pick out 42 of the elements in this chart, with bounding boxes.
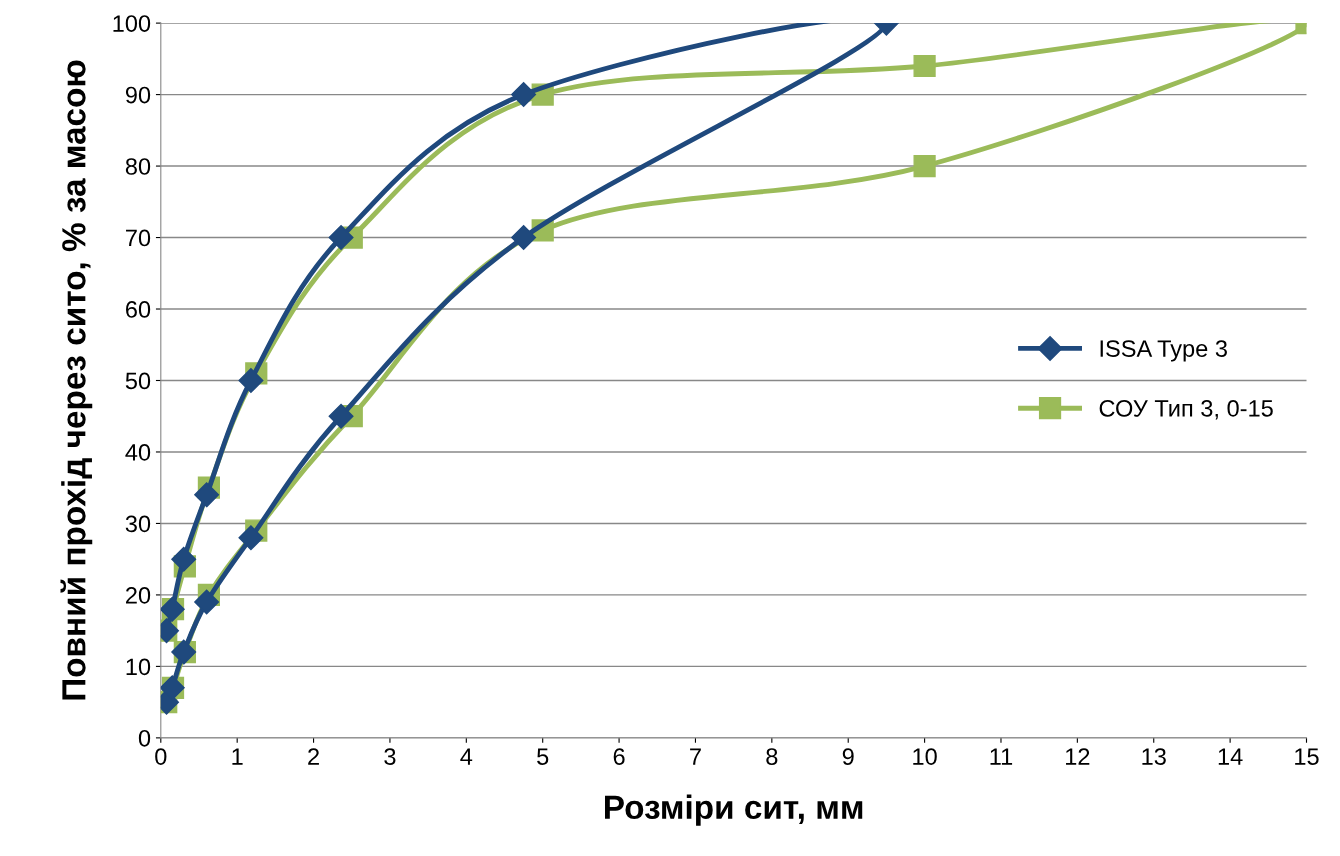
x-tick-label: 7 (690, 748, 701, 765)
x-tick-label: 1 (232, 748, 243, 765)
y-tick-label: 100 (113, 15, 151, 32)
x-tick-label: 10 (913, 748, 937, 765)
y-tick-label: 30 (125, 515, 151, 533)
x-tick-label: 13 (1142, 748, 1166, 765)
x-tick-label: 6 (613, 748, 625, 765)
point (913, 54, 936, 78)
y-tick-label: 50 (125, 372, 151, 390)
point (913, 154, 936, 178)
point (238, 368, 264, 393)
legend-label: ISSA Type 3 (1100, 340, 1227, 362)
x-tick-label: 9 (842, 748, 854, 765)
x-tick-label: 5 (537, 748, 549, 765)
x-tick-label: 14 (1218, 748, 1243, 765)
point (194, 589, 220, 615)
y-tick-label: 80 (125, 158, 151, 175)
legend-label: СОУ Тип 3, 0-15 (1099, 400, 1273, 420)
point (194, 482, 220, 508)
point (511, 82, 537, 108)
point (238, 525, 264, 551)
y-tick-label: 20 (126, 586, 151, 604)
y-tick-label: 40 (125, 444, 151, 461)
x-tick-label: 3 (384, 748, 396, 765)
x-tick-label: 8 (766, 748, 778, 765)
x-tick-label: 2 (308, 748, 319, 765)
point (328, 225, 354, 251)
x-axis-title: Розміри сит, мм (605, 794, 863, 826)
y-axis-title: Повний прохід через сито, % за масою (60, 60, 93, 700)
y-tick-label: 70 (126, 229, 151, 247)
x-tick-label: 12 (1066, 748, 1090, 765)
y-tick-label: 0 (138, 729, 151, 747)
x-tick-label: 11 (990, 748, 1013, 765)
y-tick-label: 10 (126, 658, 151, 676)
point (511, 225, 537, 251)
x-tick-label: 15 (1295, 748, 1319, 765)
point (328, 403, 354, 429)
y-tick-label: 90 (125, 86, 151, 104)
x-tick-label: 0 (155, 748, 167, 765)
y-tick-label: 60 (126, 301, 151, 318)
x-tick-label: 4 (460, 748, 473, 765)
point (171, 546, 197, 572)
